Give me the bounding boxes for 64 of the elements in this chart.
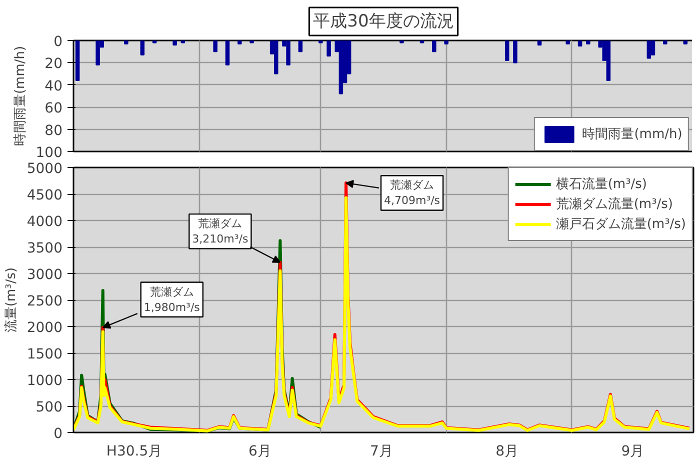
bar [650, 40, 656, 56]
bar [225, 40, 230, 66]
legend-label: 荒瀬ダム流量(m³/s) [556, 196, 673, 213]
y-tick-label: 80 [44, 122, 63, 139]
y-tick-label: 40 [44, 78, 63, 94]
y-tick-label: 3000 [26, 267, 63, 283]
bar [238, 40, 242, 44]
legend-label: 時間雨量(mm/h) [582, 126, 682, 143]
annotation: 荒瀬ダム 1,980m³/s [144, 285, 200, 314]
y-axis-title: 流量(m³/s) [2, 267, 19, 333]
annotation: 荒瀬ダム 4,709m³/s [384, 178, 440, 208]
bar [586, 40, 590, 44]
bar [444, 40, 448, 44]
bar [318, 40, 323, 44]
y-tick-label: 1000 [26, 373, 63, 389]
y-tick-label: 60 [44, 100, 63, 117]
y-tick-label: 1500 [26, 346, 63, 362]
bar [400, 40, 404, 44]
bar [250, 40, 254, 44]
bar [172, 40, 177, 46]
bar [75, 40, 80, 81]
y-tick-label: 3500 [26, 240, 63, 256]
y-tick-label: 0 [54, 34, 63, 50]
x-tick-label: 7月 [370, 444, 393, 460]
bar [213, 40, 218, 52]
y-tick-label: 2000 [26, 320, 63, 336]
x-tick-label: H30.5月 [106, 444, 162, 460]
bar [274, 40, 278, 74]
y-tick-label: 20 [44, 56, 63, 72]
bar [338, 40, 344, 94]
y-tick-label: 500 [36, 400, 63, 416]
bar [504, 40, 510, 61]
y-tick-label: 5000 [26, 161, 63, 177]
bar [432, 40, 436, 52]
bar [96, 40, 100, 66]
y-tick-label: 100 [36, 145, 63, 161]
bar [286, 40, 290, 66]
annotation: 荒瀬ダム 3,210m³/s [192, 217, 248, 246]
bar [140, 40, 145, 56]
y-axis-title: 時間雨量(mm/h) [12, 46, 28, 146]
legend-label: 瀬戸石ダム流量(m³/s) [556, 216, 686, 233]
y-tick-label: 2500 [26, 294, 63, 310]
bar [566, 40, 570, 44]
bar [152, 40, 157, 44]
y-tick-label: 4000 [26, 214, 63, 230]
x-tick-label: 8月 [496, 444, 519, 460]
bar [298, 40, 303, 52]
chart-title: 平成30年度の流況 [313, 12, 454, 32]
bar [606, 40, 611, 81]
y-tick-label: 0 [54, 426, 63, 442]
bar [326, 40, 331, 57]
legend-label: 横石流量(m³/s) [556, 176, 647, 193]
x-tick-label: 6月 [248, 444, 272, 460]
bar [124, 40, 128, 44]
bar [683, 40, 688, 44]
bar [537, 40, 542, 46]
bar [420, 40, 424, 44]
bar [646, 40, 652, 59]
bar [513, 40, 518, 64]
y-tick-label: 4500 [26, 188, 63, 204]
bar [663, 40, 668, 44]
bar [180, 40, 186, 44]
bar [578, 40, 582, 47]
x-tick-label: 9月 [621, 444, 644, 460]
